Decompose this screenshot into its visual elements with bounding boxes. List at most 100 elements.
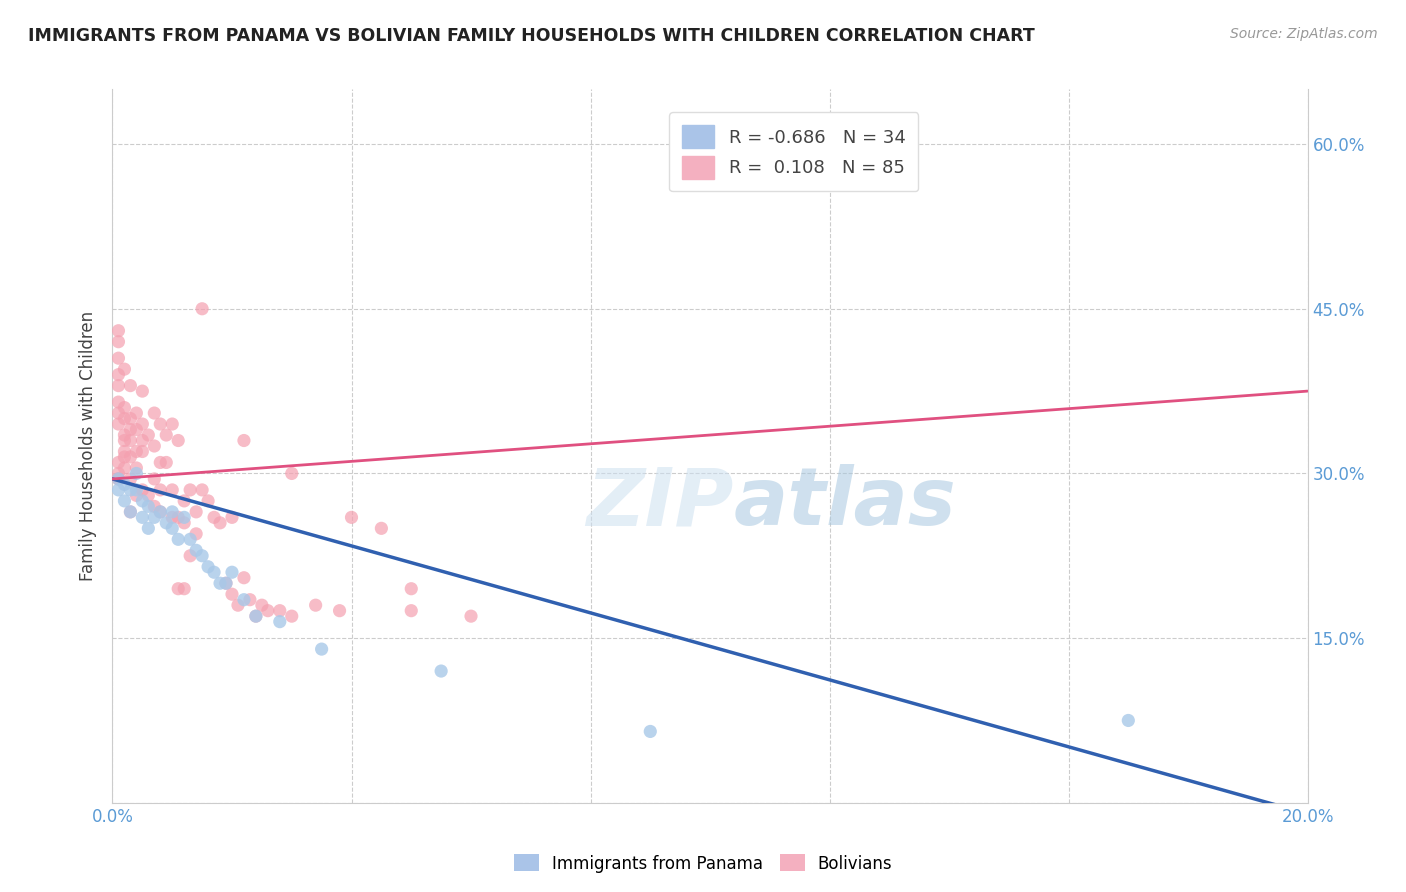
Point bbox=[131, 483, 153, 497]
Point bbox=[107, 368, 129, 382]
Point bbox=[197, 559, 219, 574]
Point bbox=[114, 450, 135, 464]
Text: Source: ZipAtlas.com: Source: ZipAtlas.com bbox=[1230, 27, 1378, 41]
Point bbox=[197, 494, 219, 508]
Point bbox=[640, 724, 662, 739]
Point bbox=[401, 582, 423, 596]
Point bbox=[114, 362, 135, 376]
Point bbox=[138, 521, 160, 535]
Point bbox=[167, 510, 190, 524]
Point bbox=[107, 324, 129, 338]
Point bbox=[179, 549, 201, 563]
Point bbox=[233, 571, 256, 585]
Point bbox=[186, 505, 208, 519]
Point bbox=[107, 472, 129, 486]
Point bbox=[131, 417, 153, 431]
Point bbox=[138, 500, 160, 514]
Point bbox=[281, 467, 304, 481]
Point bbox=[202, 566, 225, 580]
Point bbox=[162, 505, 183, 519]
Point bbox=[257, 604, 280, 618]
Point bbox=[107, 467, 129, 481]
Point bbox=[191, 301, 214, 316]
Point bbox=[179, 533, 201, 547]
Point bbox=[460, 609, 482, 624]
Point bbox=[114, 428, 135, 442]
Point bbox=[233, 434, 256, 448]
Point bbox=[114, 411, 135, 425]
Point bbox=[120, 423, 142, 437]
Point bbox=[191, 483, 214, 497]
Text: atlas: atlas bbox=[734, 464, 956, 542]
Point bbox=[149, 455, 172, 469]
Point bbox=[114, 444, 135, 458]
Point bbox=[221, 587, 243, 601]
Legend: Immigrants from Panama, Bolivians: Immigrants from Panama, Bolivians bbox=[506, 847, 900, 880]
Point bbox=[173, 494, 195, 508]
Point bbox=[149, 505, 172, 519]
Point bbox=[167, 434, 190, 448]
Point bbox=[143, 510, 166, 524]
Point bbox=[162, 521, 183, 535]
Point bbox=[162, 417, 183, 431]
Point bbox=[215, 576, 238, 591]
Point bbox=[120, 434, 142, 448]
Point bbox=[149, 505, 172, 519]
Point bbox=[167, 582, 190, 596]
Point bbox=[114, 401, 135, 415]
Point bbox=[173, 516, 195, 530]
Point bbox=[138, 488, 160, 502]
Point bbox=[191, 549, 214, 563]
Point bbox=[107, 395, 129, 409]
Point bbox=[215, 576, 238, 591]
Point bbox=[1118, 714, 1140, 728]
Point bbox=[226, 598, 249, 612]
Point bbox=[125, 423, 148, 437]
Point bbox=[221, 510, 243, 524]
Point bbox=[281, 609, 304, 624]
Point bbox=[120, 378, 142, 392]
Point bbox=[149, 483, 172, 497]
Point bbox=[114, 477, 135, 491]
Point bbox=[209, 576, 232, 591]
Y-axis label: Family Households with Children: Family Households with Children bbox=[79, 311, 97, 581]
Point bbox=[430, 664, 453, 678]
Point bbox=[143, 500, 166, 514]
Point bbox=[107, 334, 129, 349]
Point bbox=[107, 417, 129, 431]
Point bbox=[131, 434, 153, 448]
Point bbox=[143, 472, 166, 486]
Point bbox=[221, 566, 243, 580]
Point bbox=[120, 483, 142, 497]
Point bbox=[239, 592, 262, 607]
Point bbox=[167, 533, 190, 547]
Point bbox=[162, 510, 183, 524]
Point bbox=[107, 351, 129, 366]
Legend: R = -0.686   N = 34, R =  0.108   N = 85: R = -0.686 N = 34, R = 0.108 N = 85 bbox=[669, 112, 918, 192]
Point bbox=[179, 483, 201, 497]
Point bbox=[131, 510, 153, 524]
Point bbox=[114, 434, 135, 448]
Point bbox=[305, 598, 328, 612]
Point bbox=[233, 592, 256, 607]
Point bbox=[370, 521, 392, 535]
Point bbox=[340, 510, 363, 524]
Point bbox=[125, 488, 148, 502]
Point bbox=[125, 444, 148, 458]
Point bbox=[143, 406, 166, 420]
Point bbox=[155, 516, 177, 530]
Point bbox=[107, 455, 129, 469]
Point bbox=[107, 483, 129, 497]
Point bbox=[250, 598, 273, 612]
Point bbox=[401, 604, 423, 618]
Point bbox=[269, 615, 291, 629]
Point bbox=[120, 411, 142, 425]
Point bbox=[162, 483, 183, 497]
Point bbox=[173, 582, 195, 596]
Point bbox=[107, 472, 129, 486]
Point bbox=[245, 609, 267, 624]
Point bbox=[173, 510, 195, 524]
Point bbox=[138, 428, 160, 442]
Point bbox=[125, 406, 148, 420]
Point bbox=[186, 543, 208, 558]
